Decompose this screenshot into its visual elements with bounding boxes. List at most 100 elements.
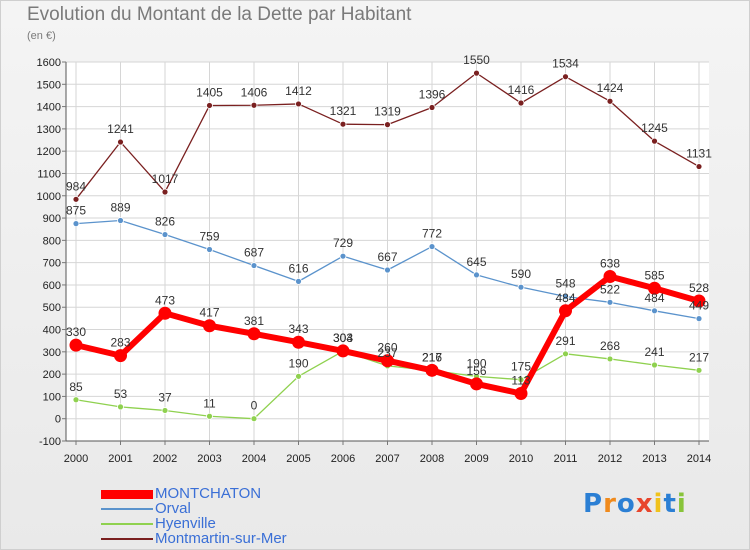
data-label: 875 xyxy=(66,204,86,218)
y-tick-label: 600 xyxy=(43,280,61,292)
y-tick-label: 1200 xyxy=(37,146,61,158)
data-point xyxy=(562,350,569,358)
data-point xyxy=(606,355,614,363)
data-point xyxy=(203,319,216,333)
data-point xyxy=(695,366,703,374)
data-point xyxy=(425,363,439,377)
data-label: 1131 xyxy=(686,147,712,161)
data-label: 1017 xyxy=(152,172,179,186)
data-point xyxy=(247,327,261,341)
x-tick-label: 2002 xyxy=(153,453,177,465)
logo-letter: P xyxy=(583,489,604,519)
data-label: 473 xyxy=(155,293,175,307)
data-point xyxy=(206,246,213,253)
data-point xyxy=(206,102,213,109)
data-point xyxy=(72,396,80,404)
data-point xyxy=(559,304,572,318)
logo-letter: i xyxy=(676,489,687,519)
data-point xyxy=(562,293,569,300)
legend-label: Montmartin-sur-Mer xyxy=(155,530,287,547)
data-point xyxy=(692,294,706,308)
data-label: 1416 xyxy=(508,83,535,97)
series-montchaton xyxy=(69,269,706,401)
data-point xyxy=(428,243,436,250)
data-point xyxy=(339,252,347,260)
data-point xyxy=(114,349,127,363)
data-point xyxy=(562,73,569,81)
series-orval xyxy=(72,217,703,323)
data-label: 330 xyxy=(66,325,86,339)
data-label: 241 xyxy=(644,345,664,359)
data-label: 283 xyxy=(110,336,130,350)
data-label: 417 xyxy=(199,306,219,320)
x-tick-label: 2011 xyxy=(554,453,578,465)
data-label: 237 xyxy=(377,346,397,360)
x-tick-label: 2014 xyxy=(687,453,711,465)
data-label: 1245 xyxy=(641,121,668,135)
x-axis-ticks: 2000 2001 2002 2003 2004 2005 2006 2007 2008 2009… xyxy=(64,441,711,465)
data-label: 528 xyxy=(689,281,709,295)
data-point xyxy=(292,335,305,349)
legend-label: MONTCHATON xyxy=(155,485,262,502)
y-tick-label: 200 xyxy=(43,369,61,381)
data-point xyxy=(250,415,258,423)
data-label: 260 xyxy=(377,341,397,355)
data-label: 484 xyxy=(644,291,664,305)
y-tick-label: 900 xyxy=(43,213,61,225)
data-label: 645 xyxy=(466,255,486,269)
data-point xyxy=(295,277,302,285)
data-point xyxy=(651,307,658,315)
data-label: 175 xyxy=(511,360,531,374)
logo-letter: r xyxy=(603,489,617,519)
data-label: 304 xyxy=(333,331,353,345)
y-tick-label: 1300 xyxy=(37,124,61,136)
data-point xyxy=(158,306,172,320)
data-point xyxy=(295,100,302,108)
data-point xyxy=(336,344,350,358)
data-label: 729 xyxy=(333,236,353,250)
data-label: 772 xyxy=(422,227,442,241)
data-label: 53 xyxy=(114,387,128,401)
x-tick-label: 2007 xyxy=(375,453,399,465)
data-label: 113 xyxy=(511,374,530,388)
data-point xyxy=(428,104,436,111)
series-montmartin-sur-mer xyxy=(72,69,703,203)
data-label: 1534 xyxy=(552,57,579,71)
data-label: 291 xyxy=(555,334,575,348)
data-label: 37 xyxy=(158,390,172,404)
y-axis-ticks: -100 0 100 200 300 400 500 600 700 800 900 1000 1100… xyxy=(37,57,66,448)
data-point xyxy=(161,407,169,414)
data-point xyxy=(470,377,483,391)
data-point xyxy=(473,271,480,279)
data-label: 1406 xyxy=(241,85,268,99)
data-label: 1424 xyxy=(597,81,624,95)
x-tick-label: 2001 xyxy=(108,453,132,465)
data-point xyxy=(648,281,661,295)
data-label: 667 xyxy=(377,250,397,264)
data-labels: 984 1241 1017 1405 1406 1412 1321 1319 1396 1550 1… xyxy=(66,53,712,413)
data-label: 343 xyxy=(288,322,308,336)
data-label: 1319 xyxy=(374,105,401,119)
data-point xyxy=(69,338,83,352)
logo-letter: o xyxy=(616,489,636,519)
legend-label: Hyenville xyxy=(155,515,216,532)
data-point xyxy=(606,97,614,105)
data-label: 548 xyxy=(555,277,575,291)
data-point xyxy=(250,101,258,109)
data-label: 585 xyxy=(644,268,664,282)
x-tick-label: 2010 xyxy=(509,453,533,465)
x-tick-label: 2005 xyxy=(286,453,310,465)
data-point xyxy=(695,315,703,323)
data-label: 190 xyxy=(288,356,308,370)
y-tick-label: 800 xyxy=(43,235,61,247)
data-label: 303 xyxy=(333,331,353,345)
data-point xyxy=(517,99,525,107)
legend-swatch xyxy=(101,538,153,540)
data-point xyxy=(517,376,525,384)
data-label: 1550 xyxy=(463,53,490,67)
data-label: 268 xyxy=(600,339,620,353)
data-point xyxy=(606,298,614,306)
data-label: 1241 xyxy=(107,122,134,136)
series-lines xyxy=(69,69,706,423)
